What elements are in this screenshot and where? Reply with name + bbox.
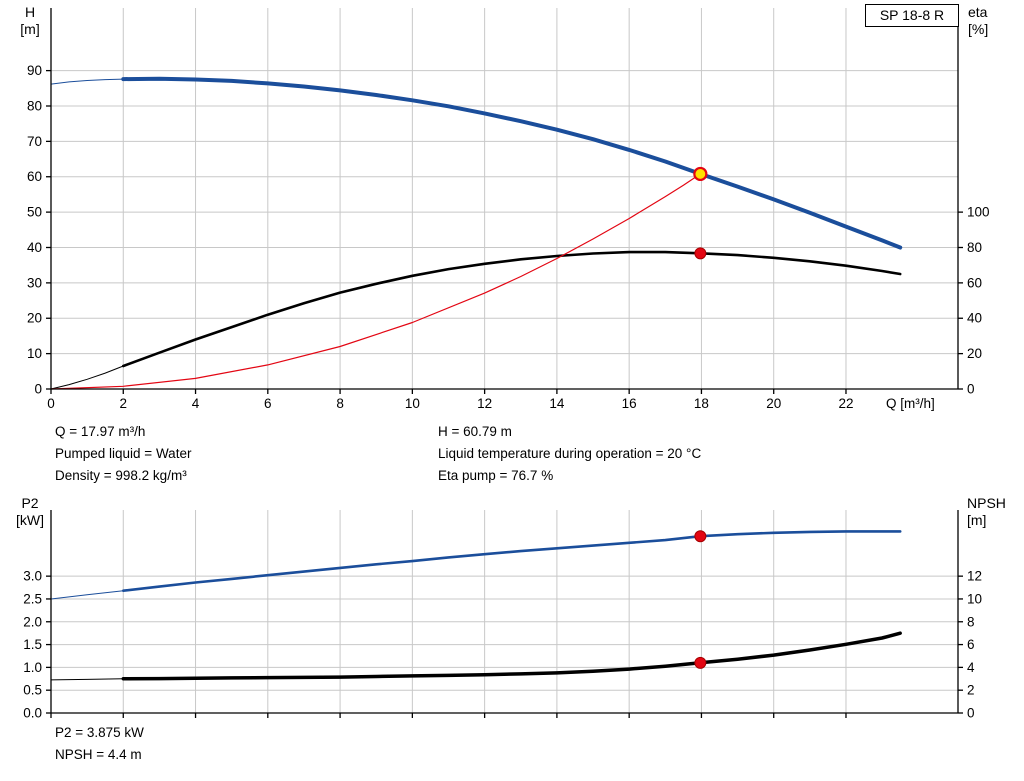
annotation-line: Eta pump = 76.7 % (438, 468, 554, 483)
axis-title-line: [m] (967, 512, 987, 528)
axis-title-line: [m] (20, 21, 40, 37)
svg-text:2: 2 (967, 683, 975, 698)
q-axis-title: Q [m³/h] (886, 396, 935, 411)
svg-text:80: 80 (27, 98, 42, 113)
annotation-line: NPSH = 4.4 m (55, 747, 142, 762)
svg-text:100: 100 (967, 205, 990, 220)
svg-text:6: 6 (264, 396, 272, 411)
axis-title-line: [%] (968, 21, 989, 37)
svg-text:0: 0 (967, 706, 975, 721)
svg-text:12: 12 (967, 569, 982, 584)
svg-text:40: 40 (967, 311, 982, 326)
axis-title-line: P2 (21, 495, 39, 511)
p2-axis-title: P2 [kW] (8, 495, 52, 529)
axis-title-line: eta (968, 4, 988, 20)
svg-text:0: 0 (967, 382, 975, 397)
npsh-axis-title: NPSH [m] (967, 495, 1023, 529)
svg-text:2.5: 2.5 (23, 591, 42, 606)
svg-text:22: 22 (838, 396, 853, 411)
axis-title-line: [kW] (16, 512, 44, 528)
annotation-line: P2 = 3.875 kW (55, 725, 144, 740)
svg-text:1.0: 1.0 (23, 660, 42, 675)
annotation-line: Liquid temperature during operation = 20… (438, 446, 702, 461)
annotation-line: Q = 17.97 m³/h (55, 424, 146, 439)
svg-text:10: 10 (405, 396, 420, 411)
annotation-line: Pumped liquid = Water (55, 446, 192, 461)
svg-text:4: 4 (192, 396, 200, 411)
annotation-line: H = 60.79 m (438, 424, 512, 439)
eta-axis-title: eta [%] (968, 4, 1020, 38)
svg-text:3.0: 3.0 (23, 569, 42, 584)
annotation-line: Density = 998.2 kg/m³ (55, 468, 187, 483)
svg-text:6: 6 (967, 637, 975, 652)
svg-text:90: 90 (27, 63, 42, 78)
svg-text:16: 16 (622, 396, 637, 411)
svg-text:8: 8 (336, 396, 344, 411)
svg-text:0.0: 0.0 (23, 706, 42, 721)
axis-title-line: H (24, 4, 36, 20)
svg-text:0: 0 (47, 396, 55, 411)
svg-text:14: 14 (549, 396, 565, 411)
svg-text:10: 10 (967, 591, 982, 606)
svg-text:20: 20 (766, 396, 781, 411)
svg-text:40: 40 (27, 240, 42, 255)
svg-text:4: 4 (967, 660, 975, 675)
svg-text:8: 8 (967, 614, 975, 629)
svg-text:50: 50 (27, 205, 42, 220)
svg-text:0.5: 0.5 (23, 683, 42, 698)
svg-text:20: 20 (27, 311, 42, 326)
duty-annotations-right: H = 60.79 m Liquid temperature during op… (438, 421, 701, 487)
svg-text:2: 2 (120, 396, 128, 411)
axis-title-line: NPSH (967, 495, 1006, 511)
svg-text:2.0: 2.0 (23, 614, 42, 629)
pump-model-badge: SP 18-8 R (865, 4, 959, 27)
svg-text:0: 0 (34, 382, 42, 397)
svg-text:80: 80 (967, 240, 982, 255)
svg-text:60: 60 (967, 275, 982, 290)
power-npsh-annotations: P2 = 3.875 kW NPSH = 4.4 m (55, 722, 144, 766)
h-axis-title: H [m] (10, 4, 50, 38)
svg-text:10: 10 (27, 346, 42, 361)
svg-text:30: 30 (27, 275, 42, 290)
svg-text:20: 20 (967, 346, 982, 361)
svg-text:12: 12 (477, 396, 492, 411)
svg-text:18: 18 (694, 396, 709, 411)
svg-text:70: 70 (27, 134, 42, 149)
svg-text:60: 60 (27, 169, 42, 184)
duty-annotations-left: Q = 17.97 m³/h Pumped liquid = Water Den… (55, 421, 191, 487)
svg-text:1.5: 1.5 (23, 637, 42, 652)
